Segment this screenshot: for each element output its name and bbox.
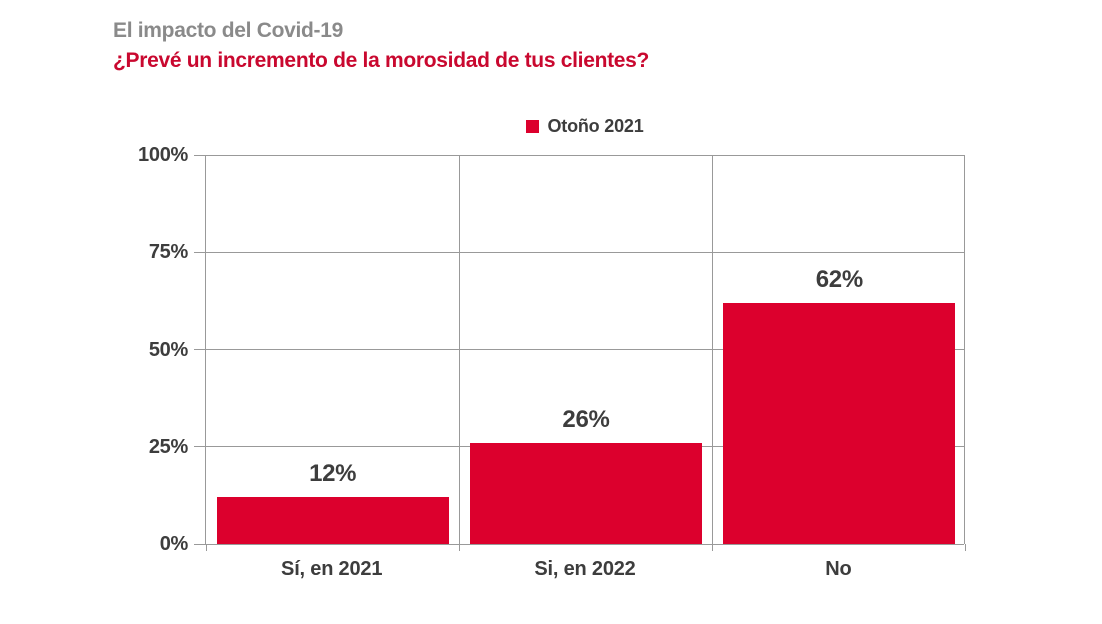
- y-tick-label: 75%: [148, 241, 188, 264]
- y-tick-label: 50%: [148, 338, 188, 361]
- y-axis-tick: [194, 349, 206, 350]
- y-axis-labels: 0% 25% 50% 75% 100%: [0, 145, 205, 554]
- legend-swatch-icon: [526, 120, 540, 133]
- x-category-label: No: [825, 558, 852, 580]
- y-tick-label: 25%: [148, 435, 188, 458]
- chart-title-question: ¿Prevé un incremento de la morosidad de …: [113, 49, 650, 72]
- y-axis-tick: [194, 543, 206, 545]
- gridline: [206, 349, 964, 350]
- legend: Otoño 2021: [205, 116, 965, 137]
- y-axis-tick: [194, 446, 206, 448]
- x-category-label: Si, en 2022: [534, 558, 636, 580]
- y-axis-tick: [194, 154, 206, 156]
- bar-value-label: 62%: [815, 265, 863, 293]
- y-tick-label: 0%: [159, 533, 189, 555]
- x-axis-tick: [964, 544, 966, 551]
- x-axis-labels: Sí, en 2021 Si, en 2022 No: [205, 558, 965, 588]
- plot-area: 12% 26% 62%: [194, 154, 966, 551]
- bar: [470, 442, 702, 544]
- gridline: [206, 543, 964, 545]
- gridline: [206, 154, 964, 156]
- bar-value-label: 26%: [562, 405, 610, 433]
- x-axis-tick: [712, 544, 714, 551]
- bar: [723, 302, 956, 544]
- x-axis-tick: [205, 544, 207, 551]
- x-category-label: Sí, en 2021: [281, 558, 383, 580]
- bar-value-label: 12%: [309, 460, 357, 488]
- gridline: [206, 251, 964, 253]
- y-tick-label: 100%: [138, 144, 188, 166]
- x-axis-tick: [458, 544, 460, 551]
- column-separator: [712, 155, 714, 544]
- y-axis-tick: [194, 251, 206, 253]
- bar: [216, 497, 449, 544]
- chart-kicker: El impacto del Covid-19: [113, 19, 343, 42]
- column-separator: [458, 155, 460, 544]
- legend-label: Otoño 2021: [547, 116, 644, 136]
